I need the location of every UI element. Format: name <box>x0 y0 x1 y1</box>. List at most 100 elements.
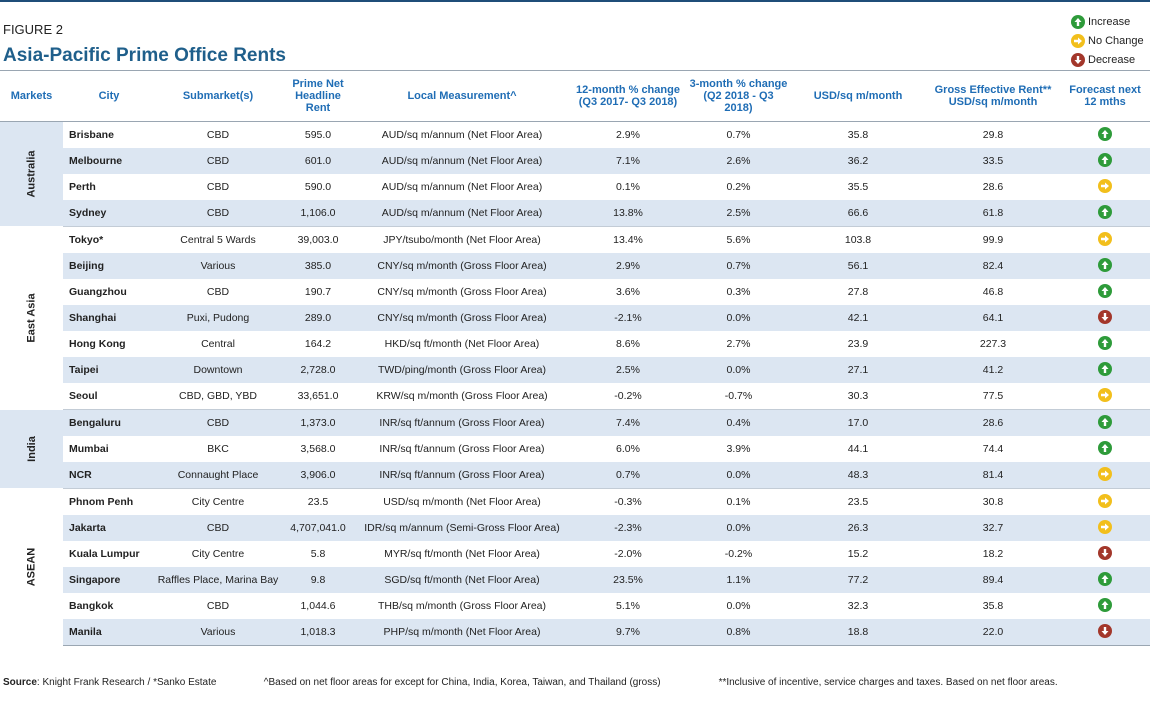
usd-cell: 26.3 <box>790 515 926 541</box>
city-cell: Phnom Penh <box>63 488 155 515</box>
forecast-cell <box>1060 462 1150 489</box>
increase-arrow-icon <box>1098 597 1112 612</box>
chg3-cell: 0.0% <box>687 462 790 489</box>
chg3-cell: 0.0% <box>726 600 751 612</box>
forecast-cell <box>1060 515 1150 541</box>
table-row: Manila Various 1,018.3 PHP/sq m/month (Net … <box>0 619 1150 646</box>
column-header: Forecast next 12 mths <box>1060 70 1150 122</box>
forecast-cell <box>1060 174 1150 200</box>
gross-cell: 22.0 <box>926 619 1060 646</box>
usd-cell: 32.3 <box>847 600 869 612</box>
column-header: City <box>63 70 155 122</box>
rent-cell: 190.7 <box>304 286 332 298</box>
rent-cell: 39,003.0 <box>281 226 355 253</box>
market-label: ASEAN <box>25 547 38 587</box>
chg3-cell: 5.6% <box>687 226 790 253</box>
usd-cell: 36.2 <box>790 148 926 174</box>
submarket-cell: CBD, GBD, YBD <box>179 390 257 402</box>
city-cell: Brisbane <box>69 129 114 141</box>
forecast-cell <box>1060 226 1150 253</box>
gross-cell: 77.5 <box>982 390 1004 402</box>
chg12-cell: 2.5% <box>569 357 687 383</box>
chg3-cell: 0.4% <box>687 409 790 436</box>
rent-cell: 5.8 <box>310 548 326 560</box>
submarket-cell: CBD <box>155 200 281 227</box>
table-row: Bangkok CBD 1,044.6 THB/sq m/month (Gross F… <box>0 593 1150 619</box>
rent-cell: 3,906.0 <box>281 462 355 489</box>
measure-cell: AUD/sq m/annum (Net Floor Area) <box>355 200 569 227</box>
legend-label: No Change <box>1088 34 1144 47</box>
usd-cell: 35.8 <box>847 129 869 141</box>
table-row: Seoul CBD, GBD, YBD 33,651.0 KRW/sq m/month… <box>0 383 1150 410</box>
submarket-cell: CBD <box>155 148 281 174</box>
forecast-cell <box>1060 436 1150 462</box>
measure-cell: INR/sq ft/annum (Gross Floor Area) <box>379 443 545 455</box>
decrease-arrow-icon <box>1098 309 1112 324</box>
submarket-cell: Raffles Place, Marina Bay <box>155 567 281 593</box>
chg12-cell: 23.5% <box>569 567 687 593</box>
measure-cell: CNY/sq m/month (Gross Floor Area) <box>355 305 569 331</box>
increase-arrow-icon <box>1098 257 1112 272</box>
gross-cell: 82.4 <box>926 253 1060 279</box>
submarket-cell: City Centre <box>155 488 281 515</box>
source-text: : Knight Frank Research / *Sanko Estate <box>36 677 217 688</box>
table-body: Australia Brisbane CBD 595.0 AUD/sq m/annum … <box>0 121 1150 646</box>
measure-cell: JPY/tsubo/month (Net Floor Area) <box>355 226 569 253</box>
table-row: Australia Brisbane CBD 595.0 AUD/sq m/annum … <box>0 121 1150 227</box>
column-header: 3-month % change (Q2 2018 - Q3 2018) <box>687 70 790 122</box>
rent-cell: 164.2 <box>304 338 332 350</box>
usd-cell: 18.8 <box>790 619 926 646</box>
chg12-cell: -0.3% <box>569 488 687 515</box>
usd-cell: 66.6 <box>790 200 926 227</box>
city-cell: Kuala Lumpur <box>69 548 140 560</box>
table-row: Kuala Lumpur City Centre 5.8 MYR/sq ft/mont… <box>0 541 1150 567</box>
increase-arrow-icon <box>1098 126 1112 141</box>
gross-cell: 99.9 <box>926 226 1060 253</box>
city-cell: Hong Kong <box>69 338 126 350</box>
chg12-cell: 9.7% <box>569 619 687 646</box>
city-cell: Manila <box>63 619 155 646</box>
chg12-cell: -2.1% <box>569 305 687 331</box>
no-change-arrow-icon <box>1098 231 1112 246</box>
chg3-cell: -0.2% <box>724 548 753 560</box>
chg3-cell: 0.7% <box>726 129 751 141</box>
submarket-cell: CBD <box>206 181 230 193</box>
chg3-cell: 0.0% <box>687 357 790 383</box>
usd-cell: 103.8 <box>790 226 926 253</box>
column-header: Prime Net Headline Rent <box>281 70 355 122</box>
city-cell: NCR <box>63 462 155 489</box>
market-cell: East Asia <box>0 226 63 410</box>
measure-cell: KRW/sq m/month (Gross Floor Area) <box>376 390 548 402</box>
measure-cell: AUD/sq m/annum (Net Floor Area) <box>381 129 543 141</box>
chg12-cell: 0.1% <box>616 181 640 193</box>
submarket-cell: CBD <box>155 409 281 436</box>
chg12-cell: 13.4% <box>569 226 687 253</box>
rent-cell: 590.0 <box>304 181 332 193</box>
city-cell: Bengaluru <box>63 409 155 436</box>
decrease-arrow-icon <box>1071 52 1085 67</box>
rent-cell: 289.0 <box>281 305 355 331</box>
measure-cell: PHP/sq m/month (Net Floor Area) <box>355 619 569 646</box>
chg12-cell: -2.0% <box>614 548 642 560</box>
chg3-cell: 0.8% <box>687 619 790 646</box>
forecast-cell <box>1060 331 1150 357</box>
chg3-cell: 0.2% <box>726 181 751 193</box>
forecast-cell <box>1060 148 1150 174</box>
submarket-cell: City Centre <box>191 548 245 560</box>
no-change-arrow-icon <box>1071 33 1085 48</box>
usd-cell: 23.5 <box>790 488 926 515</box>
submarket-cell: Central 5 Wards <box>155 226 281 253</box>
forecast-cell <box>1060 619 1150 646</box>
usd-cell: 30.3 <box>847 390 869 402</box>
gross-cell: 61.8 <box>926 200 1060 227</box>
decrease-arrow-icon <box>1098 545 1112 560</box>
submarket-cell: CBD <box>155 515 281 541</box>
rent-cell: 601.0 <box>281 148 355 174</box>
chg12-cell: 0.7% <box>569 462 687 489</box>
city-cell: Tokyo* <box>63 226 155 253</box>
submarket-cell: CBD <box>206 286 230 298</box>
gross-cell: 81.4 <box>926 462 1060 489</box>
chg3-cell: 0.7% <box>687 253 790 279</box>
gross-cell: 28.6 <box>926 409 1060 436</box>
usd-cell: 44.1 <box>847 443 869 455</box>
